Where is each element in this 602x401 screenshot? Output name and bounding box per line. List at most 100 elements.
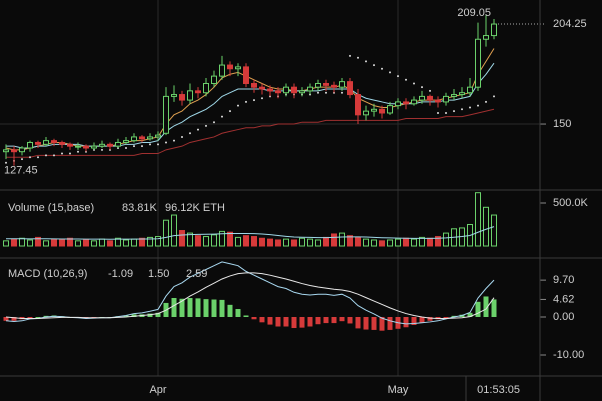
candle-body — [107, 143, 113, 147]
volume-bar — [283, 238, 289, 247]
sar-dot — [397, 75, 399, 78]
indicator-line — [5, 272, 495, 320]
candle-body — [451, 94, 457, 97]
candle-body — [283, 86, 289, 94]
volume-bar — [395, 238, 401, 247]
sar-dot — [53, 154, 55, 157]
volume-bar — [91, 240, 97, 247]
candle-body — [331, 84, 337, 88]
volume-bar — [323, 236, 329, 247]
volume-bar — [51, 238, 57, 247]
candle-body — [355, 94, 361, 116]
candle-body — [323, 82, 329, 86]
sar-dot — [173, 139, 175, 142]
sar-dot — [189, 132, 191, 135]
volume-bar — [107, 240, 113, 247]
candle-body — [435, 99, 441, 103]
volume-bar — [99, 238, 105, 247]
candle-body — [395, 101, 401, 107]
volume-bar — [11, 238, 17, 247]
volume-bar — [251, 236, 257, 247]
candle-body — [459, 92, 465, 96]
sar-dot — [261, 97, 263, 100]
sar-dot — [237, 104, 239, 107]
sar-dot — [45, 154, 47, 157]
macd-bar — [227, 304, 233, 317]
sar-dot — [365, 60, 367, 63]
volume-bar — [347, 235, 353, 247]
candle-body — [51, 140, 57, 143]
candle-body — [491, 23, 497, 37]
macd-bar — [419, 316, 425, 323]
macd-bar — [211, 299, 217, 317]
macd-bar — [187, 297, 193, 317]
candle-body — [67, 143, 73, 147]
candle-body — [27, 141, 33, 149]
candle-body — [467, 86, 473, 94]
volume-bar — [187, 232, 193, 247]
macd-bar — [331, 316, 337, 324]
sar-dot — [461, 108, 463, 111]
candle-body — [59, 141, 65, 145]
macd-bar — [379, 316, 385, 331]
candle-body — [339, 81, 345, 88]
candle-body — [299, 90, 305, 94]
candle-body — [179, 94, 185, 101]
volume-bar — [27, 239, 33, 247]
macd-bar — [323, 316, 329, 324]
candle-body — [243, 66, 249, 84]
volume-bar — [171, 214, 177, 247]
macd-bar — [203, 299, 209, 317]
volume-bar — [163, 219, 169, 247]
volume-bar — [35, 236, 41, 247]
candle-body — [75, 145, 81, 148]
candle-body — [251, 82, 257, 88]
volume-bar — [155, 236, 161, 247]
macd-bar — [267, 316, 273, 325]
candle-body — [43, 140, 49, 145]
macd-bar — [483, 296, 489, 317]
volume-bar — [123, 239, 129, 247]
macd-readout: 2.59 — [186, 268, 207, 280]
volume-bar — [43, 240, 49, 247]
candle-body — [347, 81, 353, 96]
macd-bar — [179, 298, 185, 317]
candle-body — [275, 90, 281, 94]
sar-dot — [141, 145, 143, 148]
sar-dot — [381, 67, 383, 70]
y-tick-label: 0.00 — [553, 311, 574, 323]
y-tick-label: 150 — [553, 118, 571, 130]
sar-dot — [245, 100, 247, 103]
candle-body — [227, 64, 233, 70]
volume-bar — [307, 238, 313, 247]
sar-dot — [21, 158, 23, 161]
volume-bar — [19, 237, 25, 247]
macd-bar — [403, 316, 409, 328]
volume-bar — [275, 239, 281, 247]
candle-body — [171, 94, 177, 97]
volume-bar — [259, 237, 265, 247]
macd-bar — [299, 316, 305, 328]
candle-body — [139, 136, 145, 140]
macd-bar — [11, 316, 17, 321]
candle-body — [83, 145, 89, 149]
macd-bar — [291, 316, 297, 329]
high-label: 209.05 — [457, 7, 491, 19]
sar-dot — [373, 64, 375, 67]
sar-dot — [125, 147, 127, 150]
y-tick-label: 9.70 — [553, 274, 574, 286]
candle-body — [11, 149, 17, 153]
last-price-label: 204.25 — [553, 18, 587, 30]
volume-bar — [475, 192, 481, 247]
low-label: 127.45 — [4, 165, 38, 177]
macd-bar — [195, 298, 201, 317]
volume-bar — [371, 239, 377, 247]
sar-dot — [445, 111, 447, 114]
macd-bar — [387, 316, 393, 330]
sar-dot — [205, 124, 207, 127]
macd-bar — [307, 316, 313, 327]
sar-dot — [325, 91, 327, 94]
macd-bar — [467, 312, 473, 317]
macd-bar — [219, 299, 225, 317]
macd-bar — [339, 316, 345, 322]
